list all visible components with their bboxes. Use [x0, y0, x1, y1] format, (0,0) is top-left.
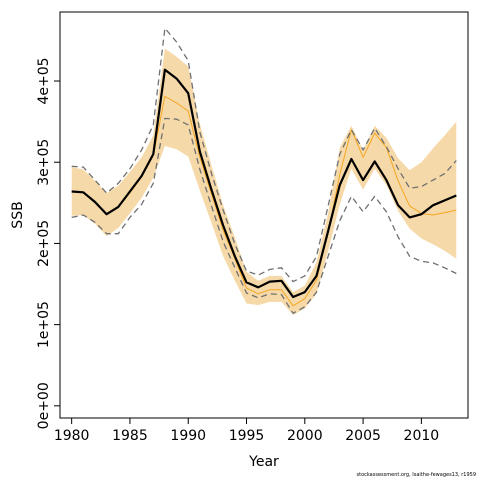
- y-tick-label: 1e+05: [36, 301, 52, 348]
- x-axis-label: Year: [248, 454, 279, 470]
- plot-area: [71, 27, 457, 315]
- x-tick-label: 1980: [54, 428, 90, 444]
- y-axis-label: SSB: [10, 201, 26, 228]
- estimate-line: [71, 68, 457, 299]
- confidence-band: [71, 48, 457, 315]
- x-tick-label: 2005: [345, 428, 381, 444]
- plot-frame: [59, 11, 469, 419]
- source-note: stockassessment.org, Isaithe-fewages13, …: [356, 472, 477, 478]
- x-tick-label: 1995: [229, 428, 265, 444]
- y-tick-label: 2e+05: [36, 220, 52, 267]
- axes: 1980 1985 1990 1995 2000 2005 2010 0e+00 1e+05 2e…: [36, 57, 439, 444]
- x-tick-label: 2010: [404, 428, 440, 444]
- x-tick-label: 2000: [287, 428, 323, 444]
- upper-bound-line: [71, 27, 457, 283]
- x-tick-label: 1990: [170, 428, 206, 444]
- x-tick-label: 1985: [112, 428, 148, 444]
- y-tick-label: 0e+00: [36, 382, 52, 429]
- lower-bound-line: [71, 117, 457, 314]
- y-tick-label: 3e+05: [36, 139, 52, 186]
- y-tick-label: 4e+05: [36, 57, 52, 104]
